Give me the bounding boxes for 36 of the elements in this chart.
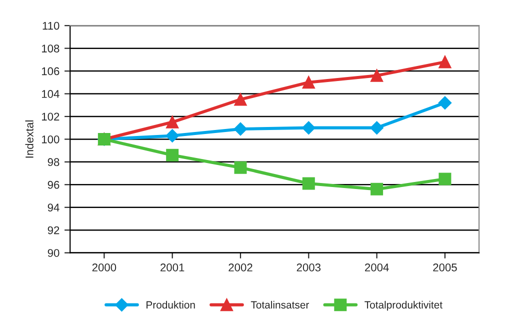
point: [166, 116, 179, 128]
point: [234, 161, 247, 174]
point: [370, 121, 384, 134]
x-tick-label: 2004: [365, 264, 389, 272]
x-tick-label: 2003: [296, 264, 321, 272]
point: [302, 121, 316, 134]
legend-label: Totalproduktivitet: [364, 300, 442, 311]
point: [302, 177, 315, 190]
y-tick-label: 110: [42, 22, 60, 30]
legend-label: Totalinsatser: [250, 300, 309, 309]
y-tick-label: 90: [48, 249, 60, 257]
y-axis-title: Indextal: [25, 120, 34, 158]
point: [370, 182, 384, 196]
y-tick-label: 92: [48, 226, 60, 234]
point: [302, 76, 315, 89]
point: [166, 129, 179, 142]
point: [234, 93, 247, 106]
point: [166, 148, 179, 162]
point: [234, 122, 248, 136]
y-tick-label: 106: [42, 67, 60, 76]
point: [438, 96, 452, 110]
y-tick-label: 100: [42, 135, 60, 144]
legend-label: Produktion: [146, 300, 195, 309]
point: [438, 56, 452, 68]
y-tick-label: 96: [48, 180, 60, 189]
point: [370, 69, 384, 82]
point: [438, 172, 452, 186]
x-tick-label: 2005: [433, 264, 457, 272]
x-tick-label: 2002: [228, 264, 252, 272]
x-tick-label: 2001: [160, 264, 184, 272]
y-tick-label: 98: [48, 158, 60, 166]
x-tick-label: 2000: [92, 264, 116, 272]
y-tick-label: 94: [48, 204, 60, 212]
y-tick-label: 102: [42, 112, 60, 121]
y-tick-label: 108: [42, 44, 60, 52]
y-tick-label: 104: [42, 90, 60, 98]
